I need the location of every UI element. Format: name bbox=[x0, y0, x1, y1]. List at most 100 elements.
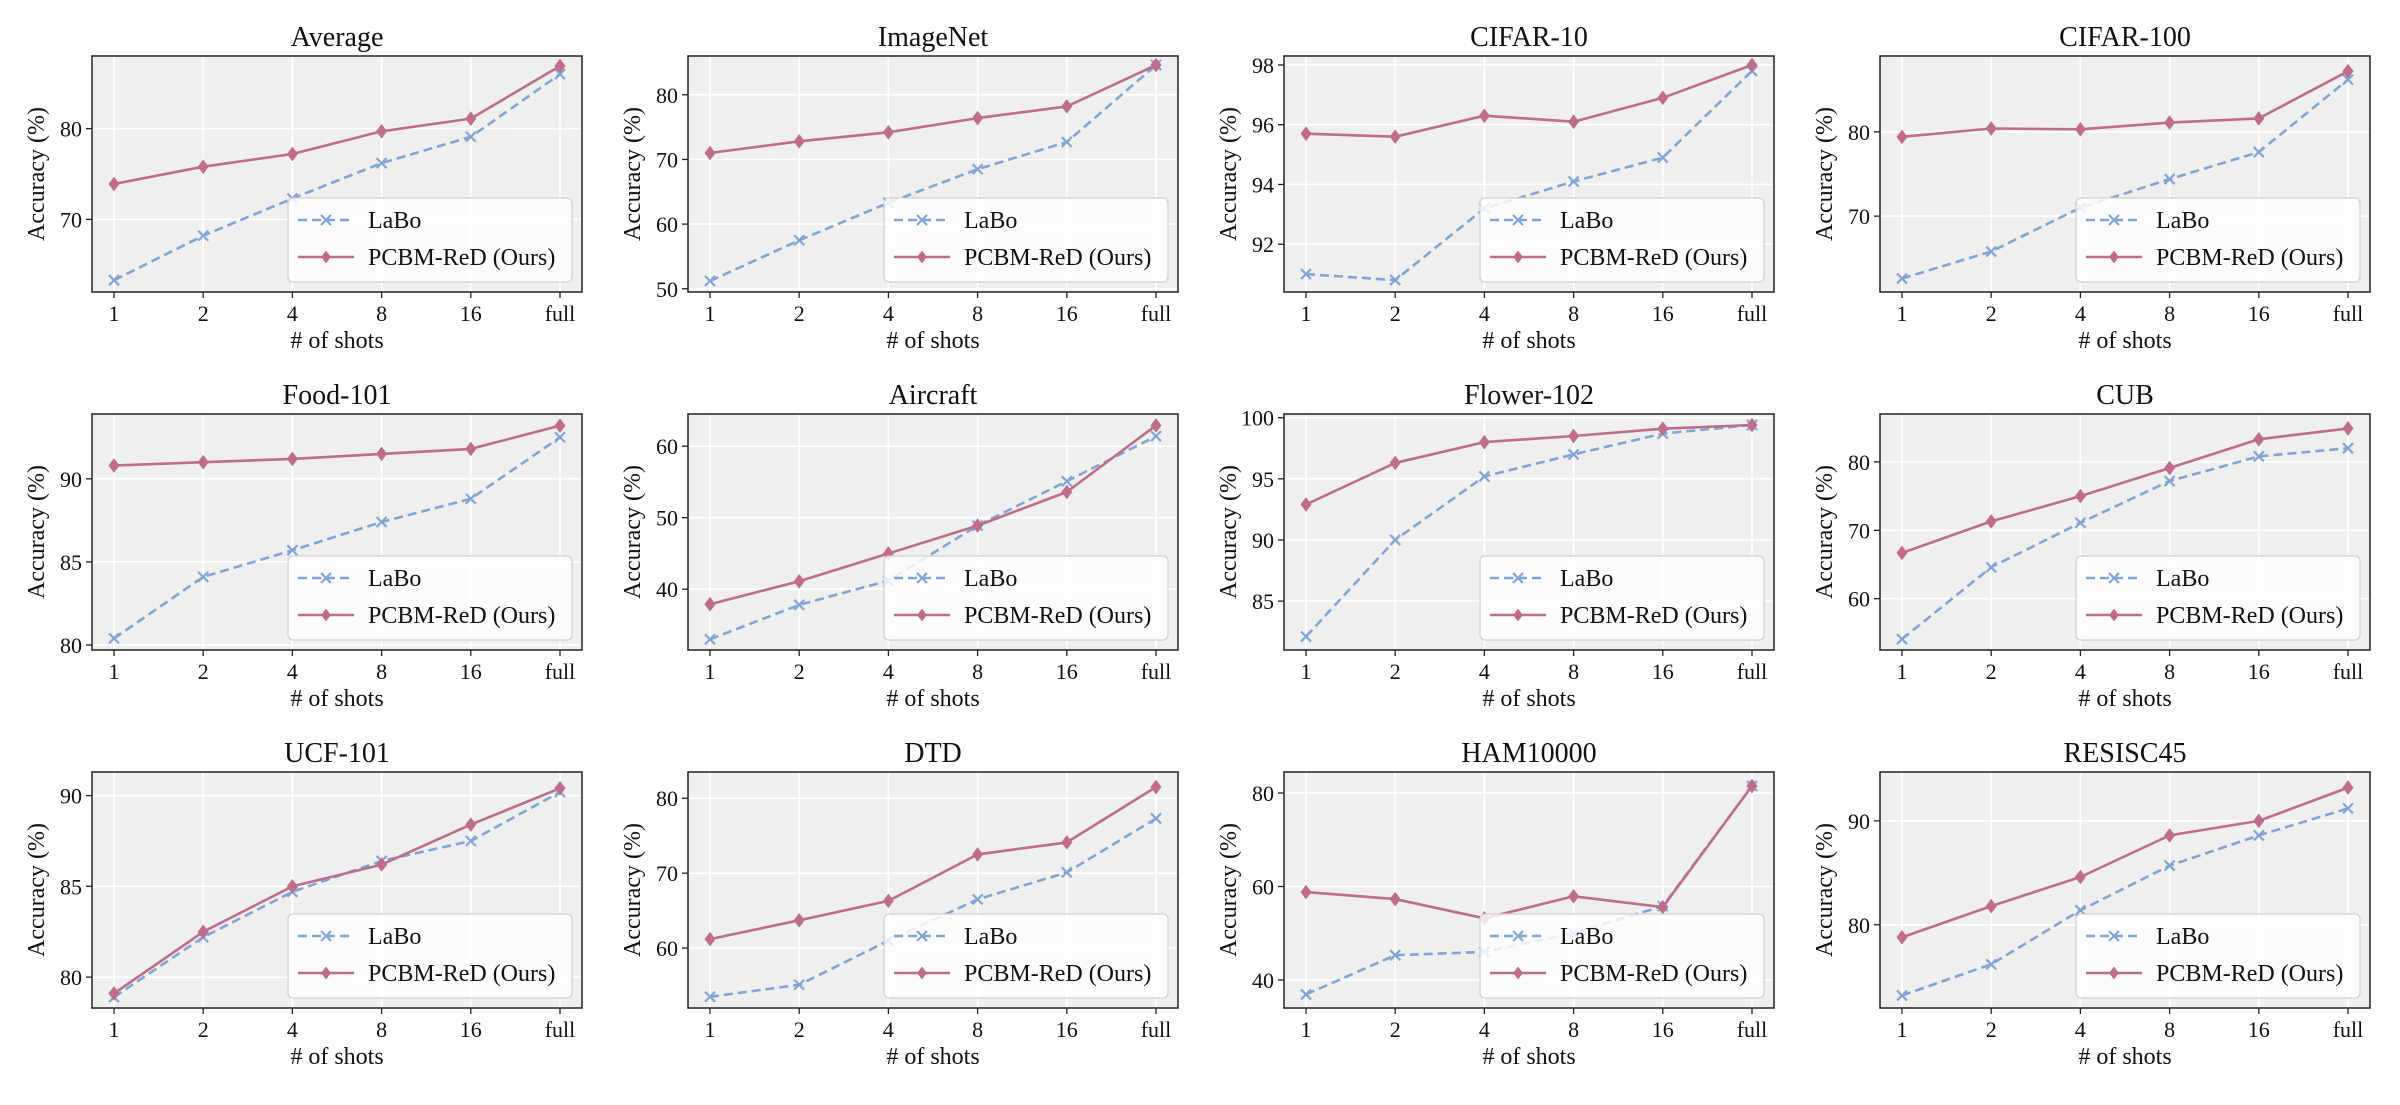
chart-title: CIFAR-100 bbox=[2059, 22, 2191, 53]
legend-box bbox=[883, 197, 1169, 283]
data-point-labo bbox=[108, 274, 120, 286]
data-point-pcbm bbox=[2342, 63, 2354, 79]
legend-marker-labo bbox=[1512, 930, 1524, 942]
x-axis-label: # of shots bbox=[1482, 686, 1575, 712]
data-point-pcbm bbox=[793, 913, 805, 928]
legend-label-pcbm: PCBM-ReD (Ours) bbox=[368, 603, 555, 629]
legend-box bbox=[287, 913, 573, 999]
data-point-labo bbox=[1061, 866, 1073, 879]
x-tick-label: 16 bbox=[2248, 659, 2270, 684]
x-tick-label: 4 bbox=[883, 301, 894, 326]
x-tick-label: full bbox=[1737, 301, 1768, 326]
data-point-pcbm bbox=[376, 124, 388, 139]
data-point-pcbm bbox=[2164, 828, 2176, 843]
chart-cifar-100: 1 2 4 8 16 full 70 80 CIFAR-100 # of shots Accurac… bbox=[1812, 22, 2371, 354]
series-line-labo bbox=[1901, 446, 2349, 641]
x-tick-label: 8 bbox=[376, 659, 387, 684]
legend-marker-labo bbox=[1512, 214, 1524, 226]
legend-marker-labo bbox=[1512, 572, 1524, 584]
chart-title: DTD bbox=[904, 738, 962, 769]
plot-frame bbox=[687, 771, 1179, 1009]
x-tick-label: 1 bbox=[705, 659, 716, 684]
chart-title: RESISC45 bbox=[2064, 738, 2187, 769]
series-line-labo bbox=[1305, 69, 1753, 282]
y-tick-label: 94 bbox=[1252, 172, 1274, 197]
data-point-labo bbox=[1896, 989, 1908, 1002]
data-point-pcbm bbox=[1478, 434, 1490, 450]
legend-marker-labo bbox=[2108, 930, 2120, 942]
plot-frame bbox=[1879, 413, 2371, 651]
data-point-labo bbox=[1985, 958, 1997, 971]
legend: LaBo PCBM-ReD (Ours) bbox=[883, 913, 1169, 999]
legend-marker-pcbm bbox=[321, 608, 331, 622]
x-tick-label: 16 bbox=[1056, 301, 1078, 326]
data-point-labo bbox=[286, 544, 299, 557]
x-tick-label: 4 bbox=[2075, 1017, 2086, 1042]
data-point-labo bbox=[2253, 450, 2265, 463]
legend-label-pcbm: PCBM-ReD (Ours) bbox=[2156, 961, 2343, 987]
x-tick-label: full bbox=[545, 301, 576, 326]
x-tick-label: full bbox=[2333, 659, 2364, 684]
data-point-labo bbox=[1985, 245, 1997, 258]
plot-frame bbox=[91, 413, 583, 651]
data-point-labo bbox=[1985, 561, 1997, 574]
y-tick-label: 80 bbox=[1252, 781, 1274, 806]
x-tick-label: full bbox=[1141, 301, 1172, 326]
data-point-pcbm bbox=[972, 518, 984, 533]
x-tick-label: 4 bbox=[2075, 659, 2086, 684]
y-tick-label: 80 bbox=[60, 117, 82, 142]
series-line-pcbm bbox=[1901, 70, 2349, 139]
data-point-labo bbox=[465, 131, 477, 143]
data-point-labo bbox=[1657, 151, 1669, 164]
data-point-labo bbox=[2163, 173, 2176, 185]
x-tick-label: full bbox=[545, 1017, 576, 1042]
legend: LaBo PCBM-ReD (Ours) bbox=[287, 555, 573, 641]
data-point-pcbm bbox=[1985, 121, 1997, 136]
data-point-pcbm bbox=[465, 441, 477, 457]
legend-label-labo: LaBo bbox=[964, 924, 1017, 950]
chart-title: Average bbox=[291, 22, 384, 53]
y-tick-label: 60 bbox=[1848, 587, 1870, 612]
y-tick-label: 80 bbox=[1848, 913, 1870, 938]
data-point-labo bbox=[1300, 630, 1312, 643]
data-point-pcbm bbox=[1389, 455, 1401, 471]
x-tick-label: 2 bbox=[198, 1017, 209, 1042]
data-point-labo bbox=[375, 516, 388, 528]
x-tick-label: 16 bbox=[1652, 1017, 1674, 1042]
data-point-labo bbox=[704, 633, 716, 646]
x-tick-label: 8 bbox=[376, 301, 387, 326]
legend: LaBo PCBM-ReD (Ours) bbox=[1479, 197, 1765, 283]
legend-marker-pcbm bbox=[917, 966, 927, 980]
series-line-labo bbox=[113, 73, 561, 282]
chart-cifar-10: 1 2 4 8 16 full 92 94 96 98 CIFAR-10 # of shots Accu… bbox=[1216, 22, 1775, 354]
legend-marker-pcbm bbox=[2109, 608, 2119, 622]
y-tick-label: 80 bbox=[60, 633, 82, 658]
x-tick-label: 1 bbox=[1301, 659, 1312, 684]
legend-marker-pcbm bbox=[2109, 250, 2119, 264]
y-axis-label: Accuracy (%) bbox=[1216, 823, 1242, 957]
series-line-labo bbox=[1305, 423, 1753, 638]
data-point-pcbm bbox=[793, 134, 805, 149]
series-line-pcbm bbox=[709, 424, 1157, 606]
chart-title: CUB bbox=[2096, 380, 2154, 411]
data-point-pcbm bbox=[2074, 121, 2086, 137]
x-tick-label: 1 bbox=[1897, 659, 1908, 684]
y-tick-label: 50 bbox=[656, 506, 678, 531]
legend-label-labo: LaBo bbox=[368, 208, 421, 234]
data-point-pcbm bbox=[1657, 421, 1669, 437]
legend-label-labo: LaBo bbox=[2156, 208, 2209, 234]
x-tick-label: 1 bbox=[705, 301, 716, 326]
x-tick-label: 16 bbox=[460, 1017, 482, 1042]
series-line-pcbm bbox=[1305, 63, 1753, 138]
y-tick-label: 70 bbox=[656, 861, 678, 886]
x-tick-label: full bbox=[545, 659, 576, 684]
x-tick-label: 4 bbox=[1479, 659, 1490, 684]
x-tick-label: 2 bbox=[1986, 1017, 1997, 1042]
x-axis-label: # of shots bbox=[886, 328, 979, 354]
chart-title: UCF-101 bbox=[284, 738, 390, 769]
data-point-labo bbox=[1150, 430, 1162, 442]
y-axis-label: Accuracy (%) bbox=[620, 465, 646, 599]
legend: LaBo PCBM-ReD (Ours) bbox=[883, 197, 1169, 283]
series-line-labo bbox=[1901, 78, 2349, 280]
data-point-labo bbox=[1896, 633, 1908, 645]
